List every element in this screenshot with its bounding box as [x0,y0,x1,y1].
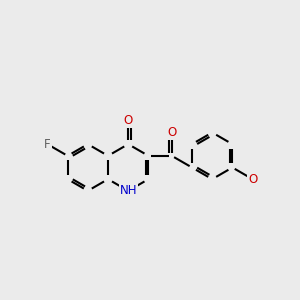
Text: O: O [124,114,133,127]
Text: NH: NH [119,184,137,197]
Text: O: O [248,173,257,186]
Text: O: O [167,126,176,139]
Text: F: F [44,138,51,151]
